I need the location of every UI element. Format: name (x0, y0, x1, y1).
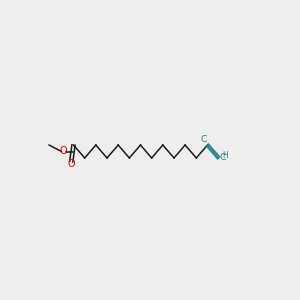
Text: O: O (68, 159, 75, 169)
Text: C: C (200, 135, 206, 144)
Text: H: H (222, 151, 228, 160)
Text: C: C (219, 154, 226, 163)
Text: O: O (60, 146, 68, 157)
